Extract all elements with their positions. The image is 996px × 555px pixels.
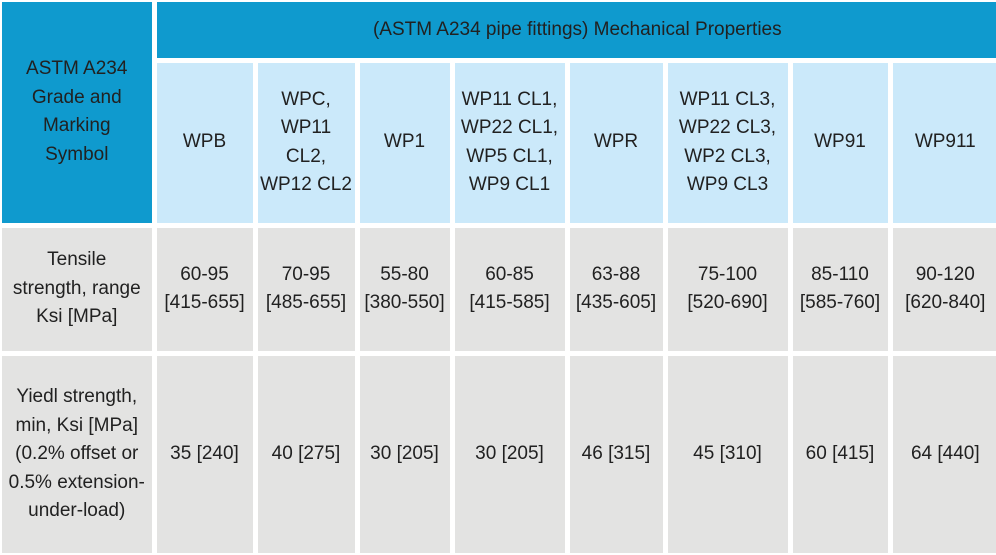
- yield-strength-row: Yiedl strength, min, Ksi [MPa] (0.2% off…: [0, 350, 996, 555]
- value-cell: 64 [440]: [887, 350, 996, 555]
- value-cell: 70-95 [485-655]: [252, 222, 360, 356]
- col-header-wpr: WPR: [564, 57, 668, 228]
- value-cell: 75-100 [520-690]: [662, 222, 793, 356]
- value-cell: 85-110 [585-760]: [787, 222, 893, 356]
- col-header-wpc-wp11cl2-wp12cl2: WPC, WP11 CL2, WP12 CL2: [252, 57, 360, 228]
- value-cell: 45 [310]: [662, 350, 793, 555]
- value-cell: 55-80 [380-550]: [354, 222, 455, 356]
- value-cell: 30 [205]: [449, 350, 570, 555]
- value-cell: 30 [205]: [354, 350, 455, 555]
- row-label-yield-strength: Yiedl strength, min, Ksi [MPa] (0.2% off…: [0, 350, 157, 555]
- col-header-wp911: WP911: [887, 57, 996, 228]
- col-header-wp11cl1-group: WP11 CL1, WP22 CL1, WP5 CL1, WP9 CL1: [449, 57, 570, 228]
- col-header-wp1: WP1: [354, 57, 455, 228]
- value-cell: 63-88 [435-605]: [564, 222, 668, 356]
- value-cell: 35 [240]: [151, 350, 258, 555]
- corner-header-cell: ASTM A234 Grade and Marking Symbol: [0, 0, 157, 228]
- tensile-strength-row: Tensile strength, range Ksi [MPa] 60-95 …: [0, 222, 996, 356]
- value-cell: 40 [275]: [252, 350, 360, 555]
- col-header-wp91: WP91: [787, 57, 893, 228]
- value-cell: 90-120 [620-840]: [887, 222, 996, 356]
- value-cell: 60-85 [415-585]: [449, 222, 570, 356]
- value-cell: 60-95 [415-655]: [151, 222, 258, 356]
- col-header-wpb: WPB: [151, 57, 258, 228]
- row-label-tensile-strength: Tensile strength, range Ksi [MPa]: [0, 222, 157, 356]
- value-cell: 60 [415]: [787, 350, 893, 555]
- col-header-wp11cl3-group: WP11 CL3, WP22 CL3, WP2 CL3, WP9 CL3: [662, 57, 793, 228]
- value-cell: 46 [315]: [564, 350, 668, 555]
- table-title: (ASTM A234 pipe fittings) Mechanical Pro…: [151, 0, 996, 63]
